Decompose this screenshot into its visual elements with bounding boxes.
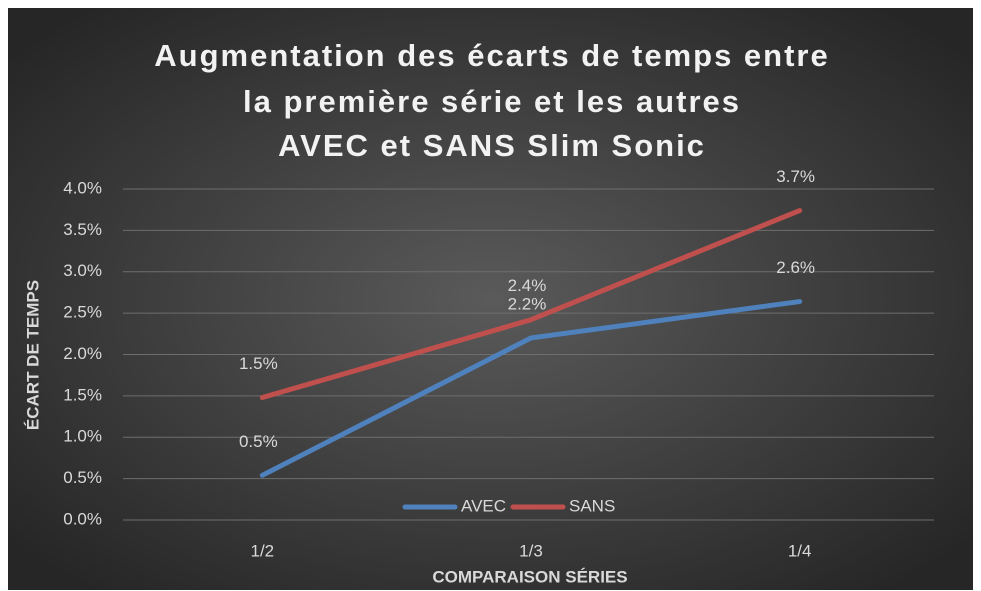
y-tick-label: 1.0%: [63, 427, 102, 446]
y-tick-label: 3.5%: [63, 220, 102, 239]
legend-label: SANS: [569, 496, 615, 515]
x-tick-label: 1/2: [251, 541, 275, 560]
y-tick-label: 4.0%: [63, 178, 102, 197]
data-label: 3.7%: [776, 167, 815, 186]
data-label: 2.2%: [508, 294, 547, 313]
data-label: 0.5%: [239, 432, 278, 451]
y-tick-label: 0.5%: [63, 468, 102, 487]
x-tick-label: 1/4: [788, 541, 812, 560]
y-tick-label: 2.5%: [63, 303, 102, 322]
y-axis-title: ÉCART DE TEMPS: [23, 280, 42, 430]
chart-background: [8, 8, 973, 590]
y-tick-label: 2.0%: [63, 344, 102, 363]
chart-title: AVEC et SANS Slim Sonic: [278, 128, 706, 163]
y-tick-label: 0.0%: [63, 509, 102, 528]
series-line: [259, 208, 803, 401]
series-line: [259, 299, 803, 478]
data-label: 2.6%: [776, 258, 815, 277]
chart-title: Augmentation des écarts de temps entre: [154, 38, 830, 73]
y-tick-label: 3.0%: [63, 261, 102, 280]
x-axis-title: COMPARAISON SÉRIES: [432, 567, 627, 586]
chart-title: la première série et les autres: [243, 84, 741, 119]
data-label: 1.5%: [239, 354, 278, 373]
data-label: 2.4%: [508, 276, 547, 295]
x-tick-label: 1/3: [519, 541, 543, 560]
legend-label: AVEC: [461, 496, 506, 515]
y-tick-label: 1.5%: [63, 385, 102, 404]
